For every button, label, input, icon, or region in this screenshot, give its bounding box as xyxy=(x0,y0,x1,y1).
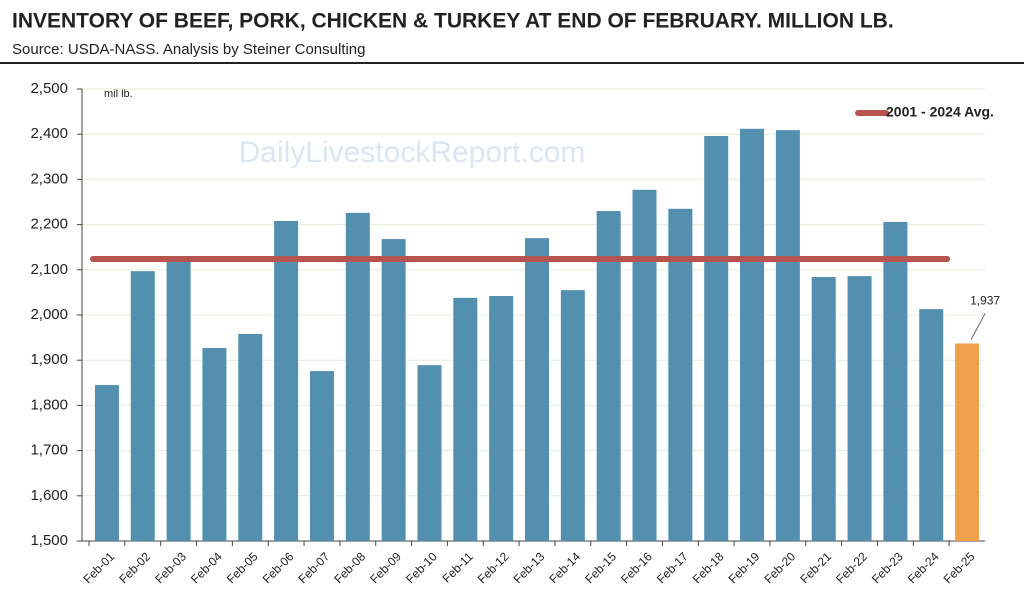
bar xyxy=(775,130,800,541)
y-tick-label: 1,900 xyxy=(30,351,68,368)
y-tick-label: 2,200 xyxy=(30,216,68,233)
bar xyxy=(166,260,191,541)
bar xyxy=(94,385,119,541)
y-tick-label: 1,700 xyxy=(30,442,68,459)
bar xyxy=(668,208,693,541)
x-tick-label: Feb-10 xyxy=(403,549,440,586)
watermark: DailyLivestockReport.com xyxy=(239,136,586,169)
x-tick-label: Feb-20 xyxy=(761,549,798,586)
x-tick-label: Feb-19 xyxy=(726,549,763,586)
x-tick-label: Feb-13 xyxy=(511,549,548,586)
bar xyxy=(955,343,980,541)
bar xyxy=(596,211,621,542)
bar xyxy=(202,347,227,541)
bar xyxy=(417,365,442,541)
y-tick-label: 2,300 xyxy=(30,170,68,187)
x-tick-label: Feb-12 xyxy=(475,549,512,586)
x-tick-label: Feb-07 xyxy=(296,549,333,586)
x-tick-label: Feb-16 xyxy=(618,549,655,586)
x-tick-label: Feb-09 xyxy=(367,549,404,586)
x-tick-label: Feb-02 xyxy=(116,549,153,586)
y-tick-label: 2,400 xyxy=(30,125,68,142)
x-tick-label: Feb-01 xyxy=(80,549,117,586)
x-tick-label: Feb-17 xyxy=(654,549,691,586)
x-tick-label: Feb-05 xyxy=(224,549,261,586)
y-tick-label: 2,500 xyxy=(30,80,68,97)
x-tick-label: Feb-24 xyxy=(905,549,942,586)
bar xyxy=(919,309,944,541)
bar xyxy=(847,276,872,541)
x-tick-label: Feb-03 xyxy=(152,549,189,586)
x-tick-label: Feb-23 xyxy=(869,549,906,586)
bar xyxy=(238,333,263,541)
bar xyxy=(525,238,549,541)
x-tick-label: Feb-25 xyxy=(941,549,978,586)
bar xyxy=(740,128,765,541)
x-tick-label: Feb-08 xyxy=(331,549,368,586)
x-tick-label: Feb-15 xyxy=(582,549,619,586)
x-tick-label: Feb-18 xyxy=(690,549,727,586)
bar xyxy=(560,290,585,541)
bar xyxy=(309,371,334,541)
legend-label: 2001 - 2024 Avg. xyxy=(886,104,994,120)
chart-title: INVENTORY OF BEEF, PORK, CHICKEN & TURKE… xyxy=(12,10,894,33)
bar xyxy=(811,277,836,541)
bar xyxy=(883,221,908,541)
y-tick-label: 1,500 xyxy=(30,532,68,549)
data-label: 1,937 xyxy=(970,294,1000,308)
x-tick-label: Feb-11 xyxy=(440,549,476,585)
y-tick-label: 2,000 xyxy=(30,306,68,323)
label-leader xyxy=(970,313,986,340)
bar xyxy=(345,212,370,541)
x-tick-label: Feb-21 xyxy=(797,549,834,586)
bar xyxy=(489,296,514,541)
y-tick-label: 1,800 xyxy=(30,396,68,413)
bar xyxy=(274,220,299,541)
chart-subtitle: Source: USDA-NASS. Analysis by Steiner C… xyxy=(12,41,366,58)
unit-label: mil lb. xyxy=(104,88,133,100)
x-tick-label: Feb-14 xyxy=(546,549,583,586)
bar xyxy=(130,271,155,541)
x-tick-label: Feb-04 xyxy=(188,549,225,586)
y-tick-label: 1,600 xyxy=(30,487,68,504)
bar xyxy=(632,189,657,541)
x-tick-label: Feb-06 xyxy=(260,549,297,586)
bar xyxy=(704,136,729,541)
y-tick-label: 2,100 xyxy=(30,261,68,278)
bar xyxy=(381,239,406,541)
x-tick-label: Feb-22 xyxy=(833,549,870,586)
bar xyxy=(453,297,478,541)
